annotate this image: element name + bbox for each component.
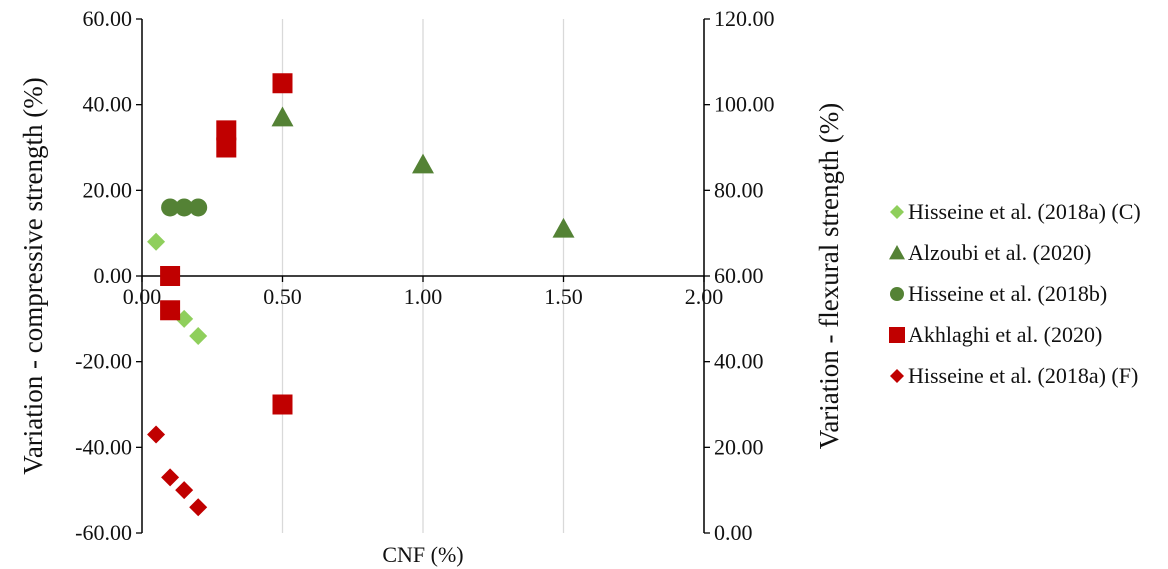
legend-marker-triangle bbox=[889, 245, 905, 260]
left-y-tick-label: -40.00 bbox=[75, 434, 132, 459]
left-y-tick-label: 40.00 bbox=[83, 92, 133, 117]
right-y-tick-label: 40.00 bbox=[714, 349, 764, 374]
data-point-diamond bbox=[175, 481, 194, 500]
legend-label: Hisseine et al. (2018b) bbox=[908, 281, 1107, 306]
axes bbox=[136, 18, 710, 534]
data-point-square bbox=[272, 73, 293, 94]
data-point-circle bbox=[175, 198, 194, 217]
data-point-diamond bbox=[189, 498, 208, 517]
right-y-axis-title: Variation - flexural strength (%) bbox=[814, 103, 844, 449]
left-y-tick-label: 20.00 bbox=[83, 177, 133, 202]
x-tick-label: 1.00 bbox=[404, 284, 443, 309]
data-points bbox=[147, 73, 575, 517]
legend-label: Alzoubi et al. (2020) bbox=[908, 240, 1091, 265]
data-point-triangle bbox=[552, 217, 575, 238]
left-y-tick-label: 0.00 bbox=[94, 263, 133, 288]
data-point-circle bbox=[189, 198, 208, 217]
x-tick-label: 1.50 bbox=[544, 284, 583, 309]
data-point-circle bbox=[161, 198, 180, 217]
right-y-tick-label: 20.00 bbox=[714, 434, 764, 459]
tick-labels: 60.00 40.00 20.00 0.00 -20.00 -40.00 -60.00 120… bbox=[75, 6, 774, 545]
data-point-square bbox=[160, 300, 181, 321]
x-tick-label: 0.50 bbox=[263, 284, 302, 309]
left-y-tick-label: -20.00 bbox=[75, 349, 132, 374]
x-tick-label: 0.00 bbox=[123, 284, 162, 309]
legend-marker-diamond bbox=[890, 369, 904, 383]
data-point-square bbox=[160, 266, 181, 286]
data-point-square bbox=[272, 394, 293, 415]
left-y-axis-title: Variation - compressive strength (%) bbox=[18, 77, 48, 474]
left-y-tick-label: 60.00 bbox=[83, 6, 133, 31]
data-point-triangle bbox=[412, 153, 434, 174]
legend-label: Hisseine et al. (2018a) (C) bbox=[908, 199, 1141, 224]
right-y-tick-label: 0.00 bbox=[714, 520, 753, 545]
data-point-square bbox=[216, 137, 237, 158]
left-y-tick-label: -60.00 bbox=[75, 520, 132, 545]
data-point-diamond bbox=[147, 425, 166, 444]
right-y-tick-label: 60.00 bbox=[714, 263, 764, 288]
data-point-diamond bbox=[189, 326, 208, 345]
legend-label: Hisseine et al. (2018a) (F) bbox=[908, 363, 1138, 388]
right-y-tick-label: 80.00 bbox=[714, 177, 764, 202]
legend: Hisseine et al. (2018a) (C) Alzoubi et al… bbox=[889, 199, 1141, 388]
legend-marker-circle bbox=[890, 287, 904, 301]
right-y-tick-label: 120.00 bbox=[714, 6, 775, 31]
data-point-diamond bbox=[147, 232, 166, 251]
legend-label: Akhlaghi et al. (2020) bbox=[908, 322, 1102, 347]
data-point-triangle bbox=[271, 106, 294, 127]
data-point-diamond bbox=[161, 468, 180, 487]
right-y-tick-label: 100.00 bbox=[714, 92, 775, 117]
data-point-square bbox=[216, 120, 237, 141]
legend-marker-diamond bbox=[890, 205, 904, 219]
x-axis-title: CNF (%) bbox=[382, 542, 463, 567]
legend-marker-square bbox=[889, 327, 905, 343]
x-tick-label: 2.00 bbox=[685, 284, 724, 309]
